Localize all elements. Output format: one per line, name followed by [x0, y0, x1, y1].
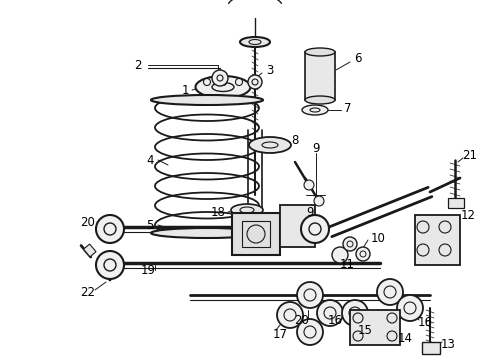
Circle shape — [212, 70, 228, 86]
Bar — [305, 52, 335, 100]
Bar — [83, 244, 96, 257]
Text: 22: 22 — [80, 285, 96, 298]
Text: 1: 1 — [181, 84, 189, 96]
Circle shape — [377, 279, 403, 305]
Text: 16: 16 — [417, 315, 433, 328]
Text: 11: 11 — [340, 258, 354, 271]
Bar — [242, 221, 270, 247]
Ellipse shape — [231, 204, 263, 216]
Text: 4: 4 — [146, 153, 154, 166]
Circle shape — [342, 300, 368, 326]
Circle shape — [277, 302, 303, 328]
Text: 9: 9 — [306, 206, 314, 219]
Text: 17: 17 — [272, 328, 288, 342]
Text: 8: 8 — [292, 134, 299, 147]
Circle shape — [332, 247, 348, 263]
Circle shape — [343, 237, 357, 251]
Bar — [350, 310, 400, 345]
Text: 9: 9 — [312, 141, 320, 154]
Text: 10: 10 — [370, 231, 386, 244]
Text: 14: 14 — [397, 332, 413, 345]
Circle shape — [96, 215, 124, 243]
Bar — [448, 198, 464, 208]
Text: 21: 21 — [463, 149, 477, 162]
Ellipse shape — [240, 37, 270, 47]
Ellipse shape — [196, 76, 250, 98]
Bar — [415, 215, 460, 265]
Circle shape — [356, 247, 370, 261]
Bar — [422, 342, 440, 354]
Bar — [280, 205, 315, 247]
Ellipse shape — [151, 95, 263, 105]
Text: 13: 13 — [441, 338, 455, 351]
Text: 3: 3 — [266, 63, 274, 77]
Ellipse shape — [249, 137, 291, 153]
Circle shape — [220, 78, 226, 86]
Text: 20: 20 — [294, 314, 310, 327]
Text: 15: 15 — [358, 324, 372, 337]
Circle shape — [317, 300, 343, 326]
Circle shape — [96, 251, 124, 279]
Circle shape — [297, 282, 323, 308]
Circle shape — [203, 78, 211, 86]
Circle shape — [314, 196, 324, 206]
Ellipse shape — [151, 228, 263, 238]
Circle shape — [304, 180, 314, 190]
Ellipse shape — [305, 48, 335, 56]
Ellipse shape — [305, 96, 335, 104]
Circle shape — [397, 295, 423, 321]
Ellipse shape — [302, 105, 328, 115]
Text: 5: 5 — [147, 219, 154, 231]
Circle shape — [236, 78, 243, 86]
Text: 6: 6 — [354, 51, 362, 64]
Circle shape — [248, 75, 262, 89]
Text: 19: 19 — [141, 264, 155, 276]
Text: 7: 7 — [344, 102, 352, 114]
Text: 12: 12 — [461, 208, 475, 221]
Text: 16: 16 — [327, 314, 343, 327]
Text: 18: 18 — [211, 206, 225, 219]
Bar — [232, 213, 280, 255]
Circle shape — [297, 319, 323, 345]
Text: 20: 20 — [80, 216, 96, 229]
Text: 2: 2 — [134, 59, 142, 72]
Circle shape — [301, 215, 329, 243]
